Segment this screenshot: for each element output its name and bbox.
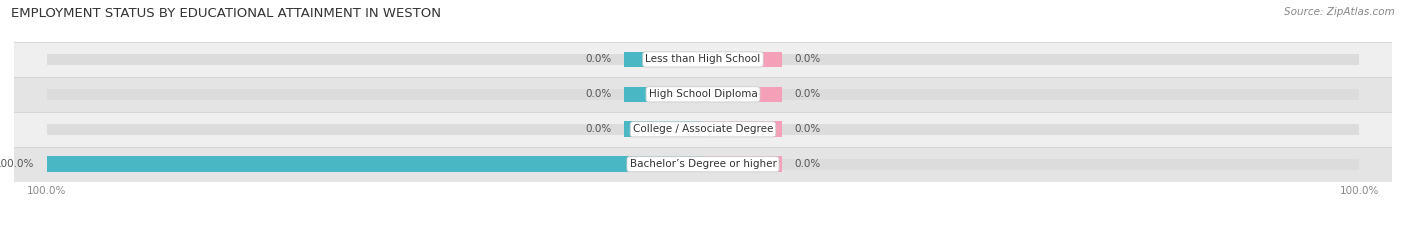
Bar <box>703 89 1360 100</box>
Text: 0.0%: 0.0% <box>794 89 821 99</box>
Text: 0.0%: 0.0% <box>794 55 821 64</box>
Bar <box>703 159 1360 170</box>
Text: 0.0%: 0.0% <box>585 55 612 64</box>
Text: 0.0%: 0.0% <box>794 159 821 169</box>
Bar <box>46 124 703 135</box>
Bar <box>624 86 703 102</box>
Bar <box>624 121 703 137</box>
Bar <box>46 54 703 65</box>
Bar <box>624 51 703 67</box>
Text: Source: ZipAtlas.com: Source: ZipAtlas.com <box>1284 7 1395 17</box>
Bar <box>703 124 1360 135</box>
Bar <box>703 121 782 137</box>
Text: EMPLOYMENT STATUS BY EDUCATIONAL ATTAINMENT IN WESTON: EMPLOYMENT STATUS BY EDUCATIONAL ATTAINM… <box>11 7 441 20</box>
Text: 0.0%: 0.0% <box>585 89 612 99</box>
Text: High School Diploma: High School Diploma <box>648 89 758 99</box>
Bar <box>14 112 1392 147</box>
Bar <box>703 156 782 172</box>
Bar <box>14 42 1392 77</box>
Text: College / Associate Degree: College / Associate Degree <box>633 124 773 134</box>
Bar <box>46 156 703 172</box>
Text: 0.0%: 0.0% <box>585 124 612 134</box>
Text: Bachelor’s Degree or higher: Bachelor’s Degree or higher <box>630 159 776 169</box>
Text: 100.0%: 100.0% <box>0 159 34 169</box>
Text: Less than High School: Less than High School <box>645 55 761 64</box>
Bar <box>703 51 782 67</box>
Bar <box>703 86 782 102</box>
Bar <box>703 54 1360 65</box>
Bar <box>14 77 1392 112</box>
Bar <box>46 89 703 100</box>
Bar <box>14 147 1392 182</box>
Bar <box>46 159 703 170</box>
Text: 0.0%: 0.0% <box>794 124 821 134</box>
